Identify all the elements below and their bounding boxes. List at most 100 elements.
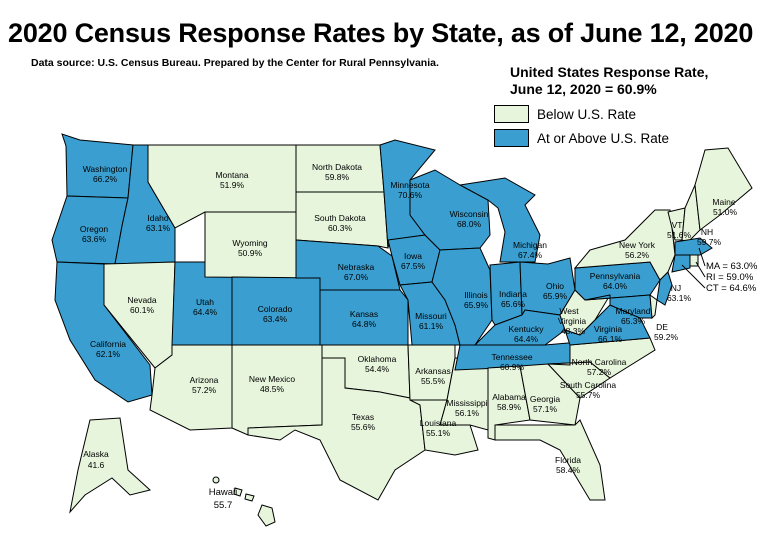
label-minnesota-name: Minnesota — [390, 180, 429, 190]
label-idaho-rate: 63.1% — [146, 223, 171, 233]
legend-item-above: At or Above U.S. Rate — [494, 127, 669, 149]
data-source-note: Data source: U.S. Census Bureau. Prepare… — [31, 57, 439, 69]
label-hawaii-name: Hawaii — [209, 487, 238, 498]
label-washington-rate: 66.2% — [93, 174, 118, 184]
label-ohio-rate: 65.9% — [543, 291, 568, 301]
label-montana-name: Montana — [215, 170, 248, 180]
label-georgia-rate: 57.1% — [533, 404, 558, 414]
label-colorado-name: Colorado — [258, 304, 293, 314]
label-alaska-name: Alaska — [83, 449, 109, 459]
label-ohio-name: Ohio — [546, 281, 564, 291]
label-georgia-name: Georgia — [530, 394, 561, 404]
label-new-hampshire-rate: 59.7% — [697, 237, 722, 247]
label-indiana-rate: 65.6% — [501, 299, 526, 309]
label-virginia-rate: 66.1% — [598, 334, 623, 344]
legend-item-below: Below U.S. Rate — [494, 103, 636, 125]
us-rate-line-2: June 12, 2020 = 60.9% — [510, 81, 657, 97]
label-kentucky-rate: 64.4% — [514, 334, 539, 344]
label-new-mexico-rate: 48.5% — [260, 384, 285, 394]
label-south-carolina-name: South Carolina — [560, 380, 617, 390]
state-delaware[interactable] — [649, 293, 658, 320]
state-rhode-island[interactable] — [689, 254, 699, 267]
label-kentucky-name: Kentucky — [509, 324, 545, 334]
label-massachusetts: MA = 63.0% — [706, 261, 758, 272]
label-wisconsin-rate: 68.0% — [457, 219, 482, 229]
label-montana-rate: 51.9% — [220, 180, 245, 190]
label-west-virginia-name1: West — [559, 306, 579, 316]
label-california-name: California — [90, 339, 126, 349]
legend-swatch-above — [494, 129, 529, 147]
label-new-jersey-rate: 63.1% — [667, 293, 692, 303]
label-michigan-name: Michigan — [513, 240, 547, 250]
label-illinois-rate: 65.9% — [464, 300, 489, 310]
state-new-jersey[interactable] — [656, 271, 673, 306]
label-alabama-rate: 58.9% — [497, 402, 522, 412]
label-nebraska-rate: 67.0% — [344, 272, 369, 282]
label-delaware-rate: 59.2% — [654, 332, 679, 342]
state-kansas[interactable] — [319, 289, 409, 346]
label-mississippi-rate: 56.1% — [455, 408, 480, 418]
label-arizona-name: Arizona — [190, 375, 219, 385]
state-new-hampshire[interactable] — [681, 183, 701, 243]
state-michigan[interactable] — [458, 177, 541, 263]
label-wyoming-rate: 50.9% — [238, 248, 263, 258]
label-oregon-rate: 63.6% — [82, 234, 107, 244]
label-alabama-name: Alabama — [492, 392, 526, 402]
label-new-jersey-name: NJ — [671, 283, 681, 293]
state-connecticut[interactable] — [671, 254, 691, 273]
label-vermont-rate: 51.6% — [667, 230, 692, 240]
label-vermont-name: VT — [672, 220, 683, 230]
leader-ri — [695, 261, 706, 278]
legend-swatch-below — [494, 105, 529, 123]
legend-label-above: At or Above U.S. Rate — [537, 130, 670, 146]
state-texas[interactable] — [247, 357, 426, 501]
state-alaska[interactable] — [69, 417, 152, 514]
label-north-carolina-rate: 57.2% — [587, 367, 612, 377]
label-florida-rate: 58.4% — [556, 465, 581, 475]
label-west-virginia-rate: 48.3% — [561, 326, 586, 336]
page-title: 2020 Census Response Rates by State, as … — [8, 18, 754, 48]
label-virginia-name: Virginia — [594, 324, 622, 334]
label-texas-rate: 55.6% — [351, 422, 376, 432]
label-maryland-name: Maryland — [616, 306, 651, 316]
label-rhode-island: RI = 59.0% — [706, 272, 754, 283]
state-south-dakota[interactable] — [295, 191, 389, 249]
label-maine-name: Maine — [712, 197, 735, 207]
label-maine-rate: 51.0% — [713, 207, 738, 217]
label-colorado-rate: 63.4% — [263, 314, 288, 324]
label-north-dakota-name: North Dakota — [312, 162, 362, 172]
label-north-carolina-name: North Carolina — [572, 357, 627, 367]
state-kentucky[interactable] — [473, 309, 566, 346]
state-hawaii[interactable] — [257, 504, 276, 527]
label-utah-name: Utah — [196, 297, 214, 307]
state-maine[interactable] — [694, 147, 753, 231]
legend-label-below: Below U.S. Rate — [537, 106, 637, 122]
label-tennessee-name: Tennessee — [491, 352, 532, 362]
label-arizona-rate: 57.2% — [192, 385, 217, 395]
state-massachusetts[interactable] — [674, 237, 713, 256]
label-florida-name: Florida — [555, 455, 581, 465]
label-oklahoma-name: Oklahoma — [358, 354, 397, 364]
label-new-york-name: New York — [619, 240, 656, 250]
label-pennsylvania-rate: 64.0% — [603, 281, 628, 291]
label-missouri-name: Missouri — [415, 311, 447, 321]
label-arkansas-name: Arkansas — [415, 366, 450, 376]
label-california-rate: 62.1% — [96, 349, 121, 359]
state-florida[interactable] — [494, 419, 606, 501]
label-connecticut: CT = 64.6% — [706, 283, 757, 294]
label-washington-name: Washington — [83, 164, 128, 174]
state-wisconsin[interactable] — [409, 169, 491, 251]
label-pennsylvania-name: Pennsylvania — [590, 271, 641, 281]
label-oregon-name: Oregon — [80, 224, 109, 234]
label-michigan-rate: 67.4% — [518, 250, 543, 260]
state-north-carolina[interactable] — [547, 337, 656, 379]
state-georgia[interactable] — [519, 363, 581, 426]
label-south-dakota-name: South Dakota — [314, 213, 366, 223]
label-mississippi-name: Mississippi — [446, 398, 487, 408]
state-new-york[interactable] — [573, 209, 676, 281]
hawaii-island-small-2 — [244, 493, 255, 502]
label-delaware-name: DE — [656, 322, 668, 332]
label-nevada-name: Nevada — [127, 295, 157, 305]
label-minnesota-rate: 70.6% — [398, 190, 423, 200]
